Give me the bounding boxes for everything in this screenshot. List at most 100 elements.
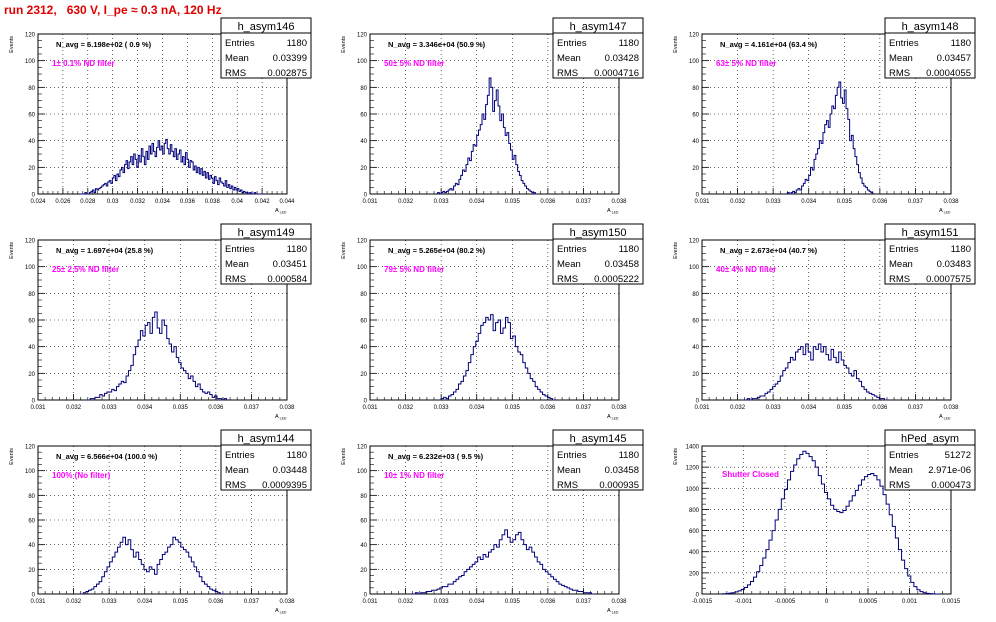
hist-panel-h_asym150: 0.031 0.032 0.033 0.034 0.035 0.036 0.037 0.038… [341,223,644,421]
stats-value: 2.971e-06 [928,465,971,476]
stats-value: 1180 [951,244,971,255]
y-tick-label: 100 [357,59,368,65]
x-axis-label: A LED [607,208,619,215]
stats-key: RMS [225,274,246,285]
x-tick-label: 0.037 [908,199,924,205]
filter-label: Shutter Closed [722,470,779,479]
x-tick-label: 0.031 [362,599,378,605]
x-tick-label: 0.026 [55,199,71,205]
filter-label: 1± 0.1% ND filter [52,59,115,68]
y-tick-label: 40 [360,139,367,145]
x-tick-label: 0.036 [208,405,224,411]
x-tick-label: 0.037 [244,599,260,605]
y-tick-label: 60 [360,113,367,119]
y-tick-label: 0 [696,193,700,199]
hist-panel-h_asym149: 0.031 0.032 0.033 0.034 0.035 0.036 0.037 0.038… [9,223,312,421]
stats-box [552,17,644,79]
filter-label: 63± 5% ND filter [716,59,776,68]
stats-key: Entries [225,450,255,461]
y-tick-label: 100 [25,59,36,65]
stats-value: 0.03451 [273,259,307,270]
filter-label: 10± 1% ND filter [384,471,444,480]
x-tick-label: 0.038 [279,599,295,605]
y-tick-label: 40 [692,139,699,145]
stats-value: 1180 [287,450,307,461]
stats-value: 1180 [619,38,639,49]
navg-label: N_avg = 5.265e+04 (80.2 %) [388,246,486,255]
stats-key: RMS [225,480,246,491]
y-tick-label: 100 [25,469,36,475]
y-tick-label: 600 [689,529,700,535]
x-tick-label: 0.036 [180,199,196,205]
histogram-line [786,81,874,195]
x-tick-label: 0.035 [837,405,853,411]
y-tick-label: 200 [689,571,700,577]
histogram-line [437,77,538,195]
histogram-name: h_asym148 [902,21,959,33]
stats-key: Mean [225,465,249,476]
y-tick-label: 80 [692,86,699,92]
x-axis-label: A LED [939,208,951,215]
histogram-line [744,343,887,401]
x-tick-label: 0.036 [208,599,224,605]
x-tick-label: 0.024 [30,199,46,205]
x-tick-label: 0.033 [766,199,782,205]
histogram-line [722,450,939,595]
stats-value: 0.000473 [931,480,971,491]
stats-key: Mean [557,465,581,476]
x-tick-label: 0.035 [505,199,521,205]
y-tick-label: 80 [692,292,699,298]
x-tick-label: -0.0015 [692,599,713,605]
y-tick-label: 0 [364,593,368,599]
x-tick-label: 0.032 [66,405,82,411]
x-tick-label: 0.0015 [942,599,961,605]
x-tick-label: 0.036 [540,199,556,205]
stats-value: 0.0009395 [262,480,307,491]
x-tick-label: 0.036 [540,405,556,411]
y-tick-label: 120 [357,445,368,451]
y-tick-label: 60 [28,319,35,325]
y-tick-label: 20 [692,372,699,378]
y-tick-label: 40 [28,345,35,351]
y-tick-label: 120 [357,239,368,245]
stats-value: 0.0004716 [594,68,639,79]
x-tick-label: 0.0005 [859,599,878,605]
stats-key: Mean [889,259,913,270]
hist-panel-h_asym148: 0.031 0.032 0.033 0.034 0.035 0.036 0.037 0.038… [673,17,976,215]
x-tick-label: 0.001 [902,599,918,605]
stats-key: Mean [557,259,581,270]
stats-value: 0.03458 [605,259,639,270]
stats-box [552,223,644,285]
stats-box [220,223,312,285]
x-tick-label: 0.031 [362,199,378,205]
y-tick-label: 80 [28,86,35,92]
stats-value: 0.03448 [273,465,307,476]
x-tick-label: 0.033 [102,599,118,605]
y-tick-label: 40 [360,345,367,351]
filter-label: 100% (No filter) [52,471,111,480]
x-tick-label: 0.031 [362,405,378,411]
x-axis-label: A LED [275,608,287,615]
stats-key: RMS [889,274,910,285]
stats-box [220,17,312,79]
x-tick-label: 0.033 [434,405,450,411]
stats-value: 1180 [619,244,639,255]
stats-key: RMS [889,480,910,491]
stats-value: 1180 [287,244,307,255]
x-tick-label: 0.037 [908,405,924,411]
x-tick-label: 0.031 [30,405,46,411]
x-tick-label: 0.036 [540,599,556,605]
x-tick-label: 0.034 [469,199,485,205]
navg-label: N_avg = 1.697e+04 (25.8 %) [56,246,154,255]
x-tick-label: 0.034 [137,599,153,605]
x-tick-label: 0.036 [872,405,888,411]
y-tick-label: 20 [28,372,35,378]
y-tick-label: 1400 [686,445,700,451]
stats-key: Entries [225,244,255,255]
hist-panel-h_asym146: 0.024 0.026 0.028 0.03 0.032 0.034 0.036 0.038 0… [9,17,312,215]
y-tick-label: 100 [689,59,700,65]
hist-panel-h_asym145: 0.031 0.032 0.033 0.034 0.035 0.036 0.037 0.038… [341,429,644,615]
y-tick-label: 120 [25,33,36,39]
hist-panel-hPed_asym: -0.0015 -0.001 -0.0005 0 0.0005 0.001 0.0015 0 2… [673,429,976,605]
hist-panel-h_asym144: 0.031 0.032 0.033 0.034 0.035 0.036 0.037 0.038… [9,429,312,615]
